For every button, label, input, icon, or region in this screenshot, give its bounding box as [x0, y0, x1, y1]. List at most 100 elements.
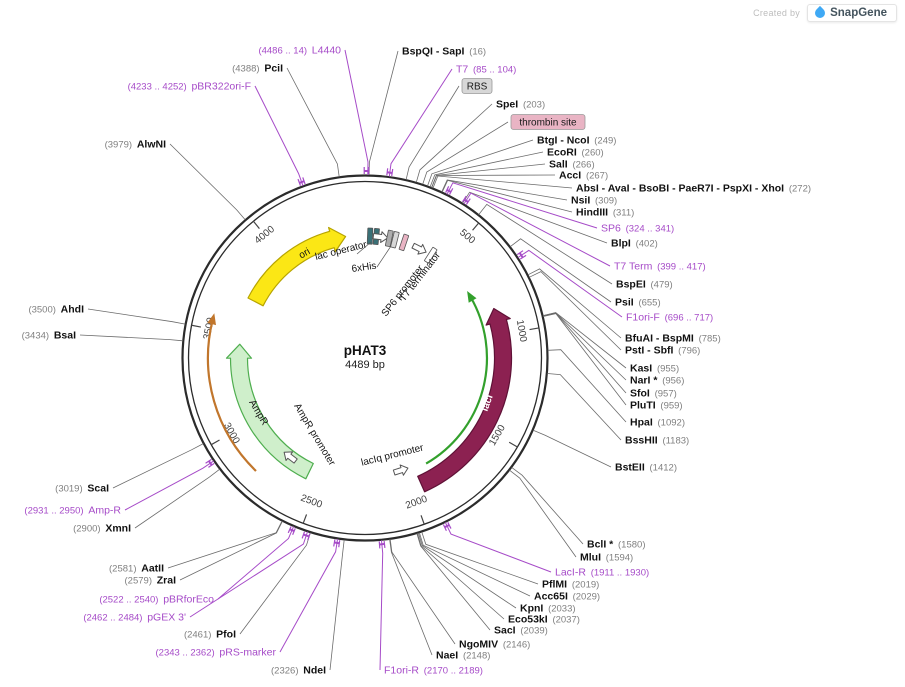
callout-position-alwni: (3979) — [105, 140, 137, 151]
callout-name-hpai: HpaI — [630, 417, 653, 429]
leader-t7 — [388, 68, 453, 177]
callout-position-pfoi: (2461) — [184, 630, 216, 641]
leader-pflmi — [421, 531, 539, 585]
callout-bcli: BclI * (1580) — [587, 539, 645, 551]
primer-range-tick-prs-marker-1 — [333, 539, 336, 547]
callout-position-l4440: (4486 .. 14) — [258, 46, 311, 57]
callout-laci-r: LacI-R (1911 .. 1930) — [555, 567, 649, 579]
callout-name-laci-r: LacI-R — [555, 567, 586, 579]
leader-acci — [431, 174, 556, 188]
leader-bfuai-bspmi — [527, 268, 622, 339]
callout-name-mlui: MluI — [580, 552, 601, 564]
callout-name-blpi: BlpI — [611, 238, 631, 250]
primer-range-tick-t7-term-0 — [461, 195, 467, 203]
callout-ecori: EcoRI (260) — [547, 147, 604, 159]
leader-pfoi — [239, 532, 311, 635]
feature-t7-promoter-arrow — [372, 231, 389, 243]
primer-range-tick-amp-r-1 — [205, 458, 212, 464]
feature-ampr-promoter-arrow — [283, 451, 298, 464]
feature-thrombin-site-block — [398, 233, 410, 252]
callout-name-naei: NaeI — [436, 650, 458, 662]
leader-nsii — [441, 179, 568, 201]
callout-name-zrai: ZraI — [157, 575, 176, 587]
callout-pbrforeco: (2522 .. 2540) pBRforEco — [99, 594, 214, 606]
callout-ngomiv: NgoMIV (2146) — [459, 639, 530, 651]
callout-saci: SacI (2039) — [494, 625, 548, 637]
callout-name-kasi: KasI — [630, 363, 652, 375]
callout-pflmi: PflMI (2019) — [542, 579, 599, 591]
primer-range-tick-t7-1 — [391, 168, 394, 177]
callout-position-laci-r: (1911 .. 1930) — [586, 568, 649, 579]
callout-position-hindiii: (311) — [608, 208, 634, 219]
callout-ahdi: (3500) AhdI — [28, 304, 84, 316]
leader-spei — [415, 103, 493, 183]
callout-name-bspqi-sapi: BspQI - SapI — [402, 46, 465, 58]
callout-position-psti-sbfi: (796) — [673, 346, 700, 357]
badge-label-thrombin-site: thrombin site — [519, 118, 577, 129]
callout-position-nsii: (309) — [590, 196, 617, 207]
leader-thrombin-site — [422, 121, 509, 185]
primer-range-t7-term — [463, 198, 469, 203]
callout-position-acc65i: (2029) — [568, 592, 600, 603]
callout-xmni: (2900) XmnI — [73, 523, 131, 535]
callout-position-zrai: (2579) — [125, 576, 157, 587]
leader-psti-sbfi — [529, 271, 622, 351]
callout-nsii: NsiI (309) — [571, 195, 617, 207]
leader-l4440 — [344, 49, 369, 176]
callout-position-saci: (2039) — [516, 626, 548, 637]
callout-name-ahdi: AhdI — [61, 304, 84, 316]
callout-name-bfuai-bspmi: BfuAI - BspMI — [625, 333, 694, 345]
map-label-laciq-promoter: lacIq promoter — [360, 442, 425, 468]
callout-bfuai-bspmi: BfuAI - BspMI (785) — [625, 333, 721, 345]
primer-range-tick-amp-r-0 — [208, 462, 215, 468]
callout-pfoi: (2461) PfoI — [184, 629, 236, 641]
tick-3500 — [191, 324, 202, 328]
primer-range-tick-f1ori-r-1 — [378, 541, 381, 549]
tick-label-500: 500 — [457, 227, 477, 246]
callout-position-aatii: (2581) — [109, 564, 141, 575]
callout-acci: AccI (267) — [559, 170, 608, 182]
callout-name-t7-term: T7 Term — [614, 261, 653, 273]
leader-scai — [112, 443, 204, 489]
callout-name-pcii: PciI — [264, 63, 283, 75]
leader-hpai — [547, 349, 627, 423]
primer-range-tick-pgex-3-0 — [307, 533, 311, 541]
branding: Created by SnapGene — [753, 4, 897, 22]
callout-name-l4440: L4440 — [312, 45, 341, 57]
callout-name-acci: AccI — [559, 170, 581, 182]
callout-bspei: BspEI (479) — [616, 279, 673, 291]
callout-position-bspei: (479) — [646, 280, 673, 291]
plasmid-size: 4489 bp — [345, 359, 385, 371]
leader-alwni — [169, 143, 246, 220]
leader-bsai — [79, 334, 183, 342]
callout-sali: SalI (266) — [549, 159, 595, 171]
callout-l4440: (4486 .. 14) L4440 — [258, 45, 341, 57]
callout-position-spei: (203) — [518, 100, 545, 111]
callout-name-bspei: BspEI — [616, 279, 646, 291]
leader-bcli — [511, 467, 584, 545]
callout-acc65i: Acc65I (2029) — [534, 591, 600, 603]
callout-position-acci: (267) — [581, 171, 608, 182]
callout-name-sfoi: SfoI — [630, 388, 650, 400]
leader-zrai — [179, 521, 283, 581]
leader-bsshii — [547, 373, 622, 441]
badge-label-rbs: RBS — [467, 82, 488, 93]
callout-position-bsteii: (1412) — [645, 463, 677, 474]
snapgene-logo-icon — [813, 5, 828, 21]
leader-sfoi — [543, 312, 627, 394]
leader-btgi-ncoi — [427, 139, 534, 187]
primer-range-tick-t7-term-1 — [465, 198, 471, 205]
map-label-sp6-promoter: SP6 promoter — [380, 263, 427, 319]
feature-laci — [417, 307, 513, 493]
callout-naei: NaeI (2148) — [436, 650, 490, 662]
callout-bsai: (3434) BsaI — [22, 330, 76, 342]
badge-rbs — [461, 78, 493, 94]
callout-name-scai: ScaI — [87, 483, 109, 495]
tick-label-1000: 1000 — [514, 319, 529, 343]
callout-name-nari: NarI * — [630, 375, 658, 387]
snapgene-logo-text: SnapGene — [830, 7, 887, 19]
tick-1500 — [508, 441, 518, 448]
callout-alwni: (3979) AlwNI — [105, 139, 166, 151]
callout-bspqi-sapi: BspQI - SapI (16) — [402, 46, 486, 58]
callout-sfoi: SfoI (957) — [630, 388, 677, 400]
